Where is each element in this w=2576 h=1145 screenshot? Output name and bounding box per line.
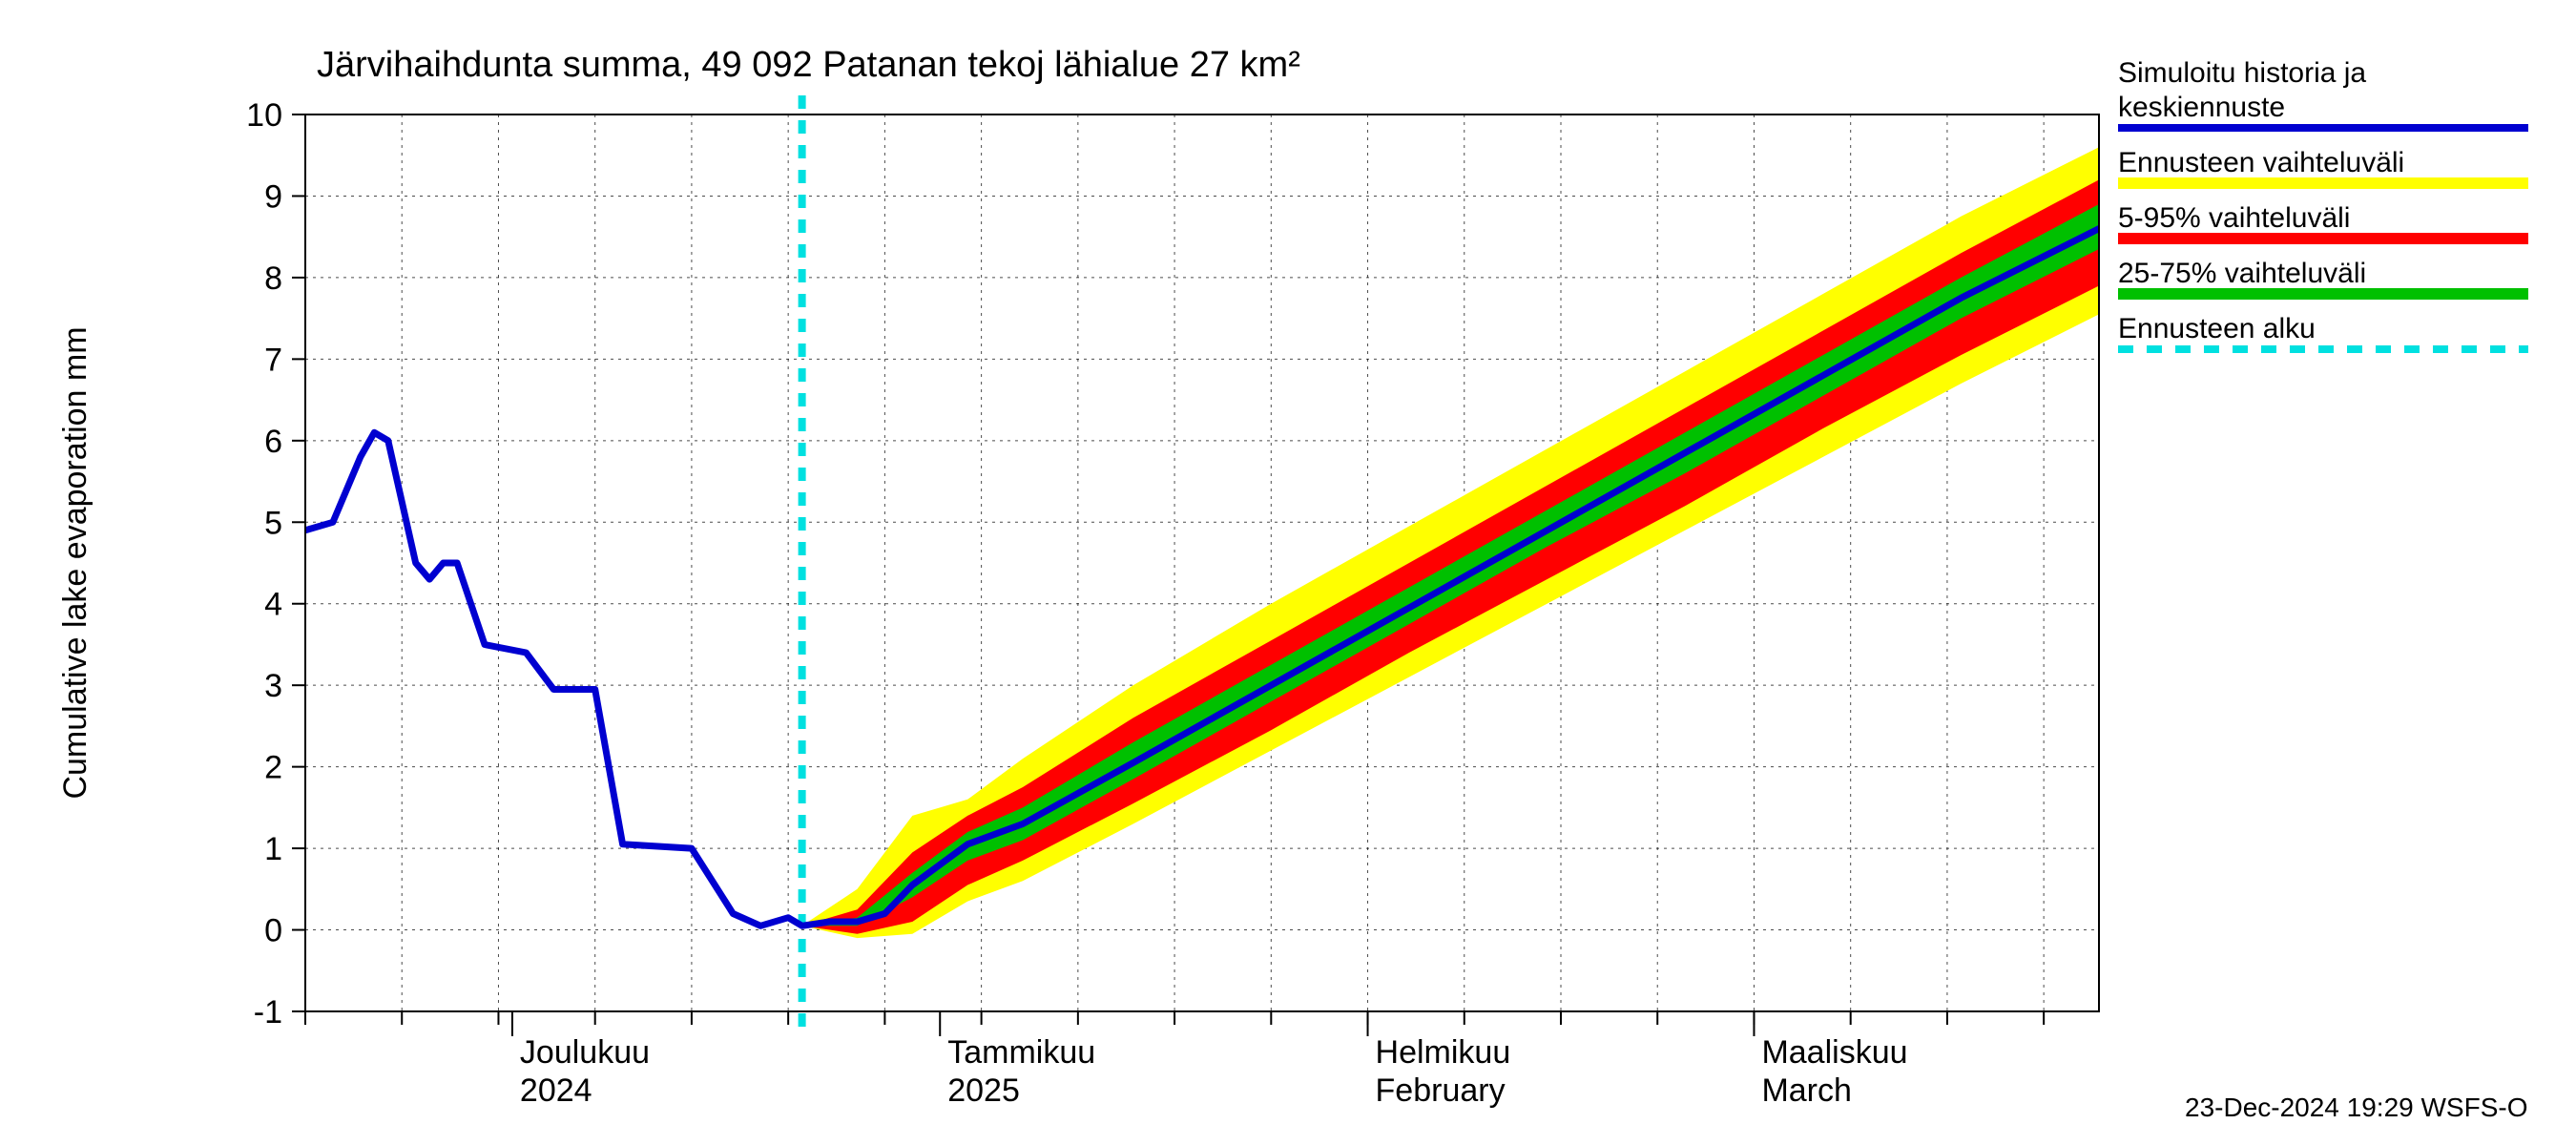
y-tick-label: 0: [264, 913, 282, 949]
y-tick-label: 2: [264, 750, 282, 786]
y-tick-label: 7: [264, 342, 282, 378]
x-month-label-1: Helmikuu: [1376, 1034, 1511, 1071]
x-month-label-2: 2024: [520, 1072, 592, 1109]
x-month-label-1: Maaliskuu: [1761, 1034, 1907, 1071]
x-month-label-2: March: [1761, 1072, 1851, 1109]
legend-label: Simuloitu historia ja: [2118, 57, 2366, 89]
footer-timestamp: 23-Dec-2024 19:29 WSFS-O: [2185, 1093, 2528, 1122]
y-tick-label: 3: [264, 668, 282, 704]
y-axis-label: Cumulative lake evaporation mm: [57, 326, 93, 799]
x-month-label-2: 2025: [947, 1072, 1020, 1109]
y-tick-label: 9: [264, 178, 282, 215]
legend-label: 5-95% vaihteluväli: [2118, 202, 2350, 234]
legend-label: keskiennuste: [2118, 92, 2285, 123]
legend-swatch-band: [2118, 233, 2528, 244]
legend-label: 25-75% vaihteluväli: [2118, 258, 2366, 289]
x-month-label-1: Joulukuu: [520, 1034, 650, 1071]
y-tick-label: 4: [264, 587, 282, 623]
x-month-label-2: February: [1376, 1072, 1506, 1109]
legend-swatch-band: [2118, 288, 2528, 300]
legend-label: Ennusteen vaihteluväli: [2118, 147, 2404, 178]
chart-title: Järvihaihdunta summa, 49 092 Patanan tek…: [317, 45, 1300, 85]
legend-swatch-band: [2118, 177, 2528, 189]
x-month-label-1: Tammikuu: [947, 1034, 1095, 1071]
legend-label: Ennusteen alku: [2118, 313, 2316, 344]
y-tick-label: 5: [264, 505, 282, 541]
y-tick-label: 10: [246, 97, 282, 134]
chart-container: -1 0 1 2 3 4 5 6 7 8 9 10 Joulukuu2024 Tammikuu2025 He…: [0, 0, 2576, 1145]
chart-svg: -1 0 1 2 3 4 5 6 7 8 9 10 Joulukuu2024 Tammikuu2025 He…: [0, 0, 2576, 1145]
y-tick-label: -1: [254, 994, 282, 1030]
y-tick-label: 8: [264, 260, 282, 297]
y-tick-label: 6: [264, 424, 282, 460]
y-tick-label: 1: [264, 831, 282, 867]
